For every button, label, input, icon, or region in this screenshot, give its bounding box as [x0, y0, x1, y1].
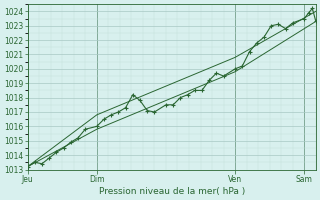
X-axis label: Pression niveau de la mer( hPa ): Pression niveau de la mer( hPa ) [99, 187, 245, 196]
